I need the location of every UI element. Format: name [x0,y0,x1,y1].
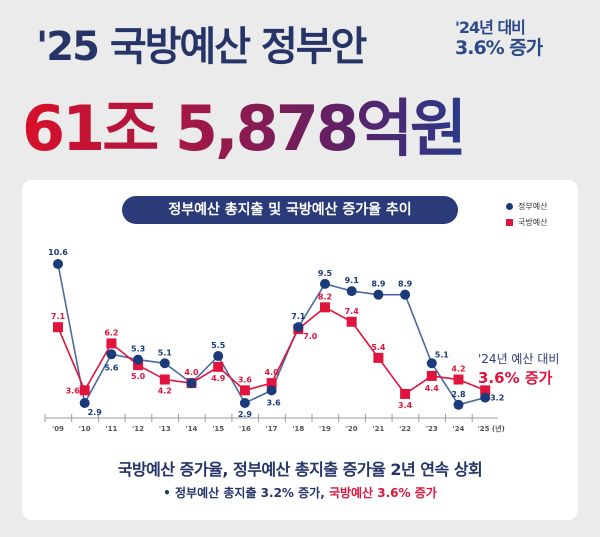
data-point-defense [213,361,224,372]
data-label: 9.1 [345,276,360,285]
legend-item-defense: 국방예산 [506,214,547,230]
x-tick-label: '11 [105,425,117,433]
data-point-defense [239,385,250,396]
page-title: '25 국방예산 정부안 [36,24,367,70]
x-tick-label: '19 [319,425,331,433]
data-point-government [53,259,63,269]
data-label: 7.0 [303,332,318,341]
title-side-note: '24년 대비 3.6% 증가 [455,18,543,59]
data-label: 5.5 [211,341,226,350]
data-point-defense [426,370,437,381]
x-tick-label: '17 [266,425,278,433]
data-label: 3.6 [238,375,253,384]
x-tick-label: '20 [346,425,358,433]
x-tick-label: '23 [426,425,438,433]
chart-card [22,180,578,520]
data-point-defense [79,385,90,396]
data-label: 5.0 [131,372,146,381]
data-label: 4.2 [451,365,465,374]
data-label: 5.3 [131,345,145,354]
data-point-government [346,286,357,297]
data-label: 4.0 [265,368,280,377]
x-tick-label: '25 (년) [478,424,505,433]
chart-legend: 정부예산 국방예산 [506,198,547,230]
data-point-government [239,397,250,408]
x-tick-label: '24 [453,425,465,433]
x-tick-label: '14 [186,425,198,433]
data-label: 4.9 [211,374,226,383]
data-label: 5.1 [158,348,173,357]
data-point-government [133,354,144,365]
data-point-government [293,322,304,333]
data-label: 5.4 [371,343,386,352]
data-label: 7.4 [345,307,360,316]
data-point-defense [453,374,464,385]
data-point-government [480,392,491,403]
data-label: 4.0 [184,368,199,377]
x-tick-label: '21 [372,425,384,433]
data-label: 5.6 [104,363,119,372]
data-point-defense [53,322,63,333]
data-label: 9.5 [318,269,333,278]
data-point-government [186,378,197,389]
data-label: 4.2 [158,387,172,396]
footer-detail: • 정부예산 총지출 3.2% 증가, 국방예산 3.6% 증가 [163,486,437,500]
side-note-line1: '24년 대비 [455,18,526,37]
chart-annotation: '24년 예산 대비 3.6% 증가 [478,352,560,387]
data-point-government [453,399,464,410]
data-point-government [266,385,277,396]
x-tick-label: '13 [159,425,171,433]
budget-amount: 61조 5,878억원 [22,78,467,168]
data-point-defense [159,374,170,385]
data-point-defense [320,302,330,313]
data-label: 4.4 [425,384,440,393]
data-point-government [213,351,224,362]
legend-item-government: 정부예산 [506,198,547,214]
x-tick-label: '12 [132,425,144,433]
footer-headline: 국방예산 증가율, 정부예산 총지출 증가율 2년 연속 상회 [117,460,483,479]
data-label: 2.9 [238,410,253,419]
data-point-defense [373,352,384,363]
data-label: 3.6 [267,398,282,407]
data-point-government [106,349,117,360]
data-point-defense [400,388,411,399]
data-label: 7.1 [51,312,66,321]
data-point-government [79,397,90,408]
x-tick-label: '16 [239,425,251,433]
data-label: 10.6 [48,248,68,257]
data-label: 3.4 [398,401,413,410]
data-point-defense [106,338,117,349]
circle-marker-icon [506,202,513,210]
data-label: 7.1 [291,312,306,321]
chart-title: 정부예산 총지출 및 국방예산 증가율 추이 [122,196,458,224]
x-tick-label: '09 [52,425,64,433]
data-label: 8.9 [398,280,413,289]
x-tick-label: '15 [212,425,224,433]
x-tick-label: '18 [292,425,304,433]
data-label: 2.9 [88,408,103,417]
square-marker-icon [506,218,513,226]
data-label: 8.2 [318,292,332,301]
side-note-line2: 3.6% 증가 [455,37,543,59]
data-point-defense [346,316,357,327]
data-point-defense [266,378,277,389]
data-label: 3.2 [490,394,504,403]
data-point-government [159,358,170,369]
data-label: 2.8 [451,390,466,399]
data-point-government [400,289,411,300]
data-point-defense [480,385,491,396]
data-point-government [426,358,437,369]
data-point-government [320,278,330,289]
data-label: 3.6 [66,386,81,395]
data-label: 6.2 [104,328,118,337]
data-point-defense [133,360,144,371]
data-point-government [373,289,384,300]
data-label: 5.1 [435,350,450,359]
data-label: 8.9 [371,280,386,289]
x-tick-label: '10 [79,425,91,433]
x-tick-label: '22 [399,425,411,433]
